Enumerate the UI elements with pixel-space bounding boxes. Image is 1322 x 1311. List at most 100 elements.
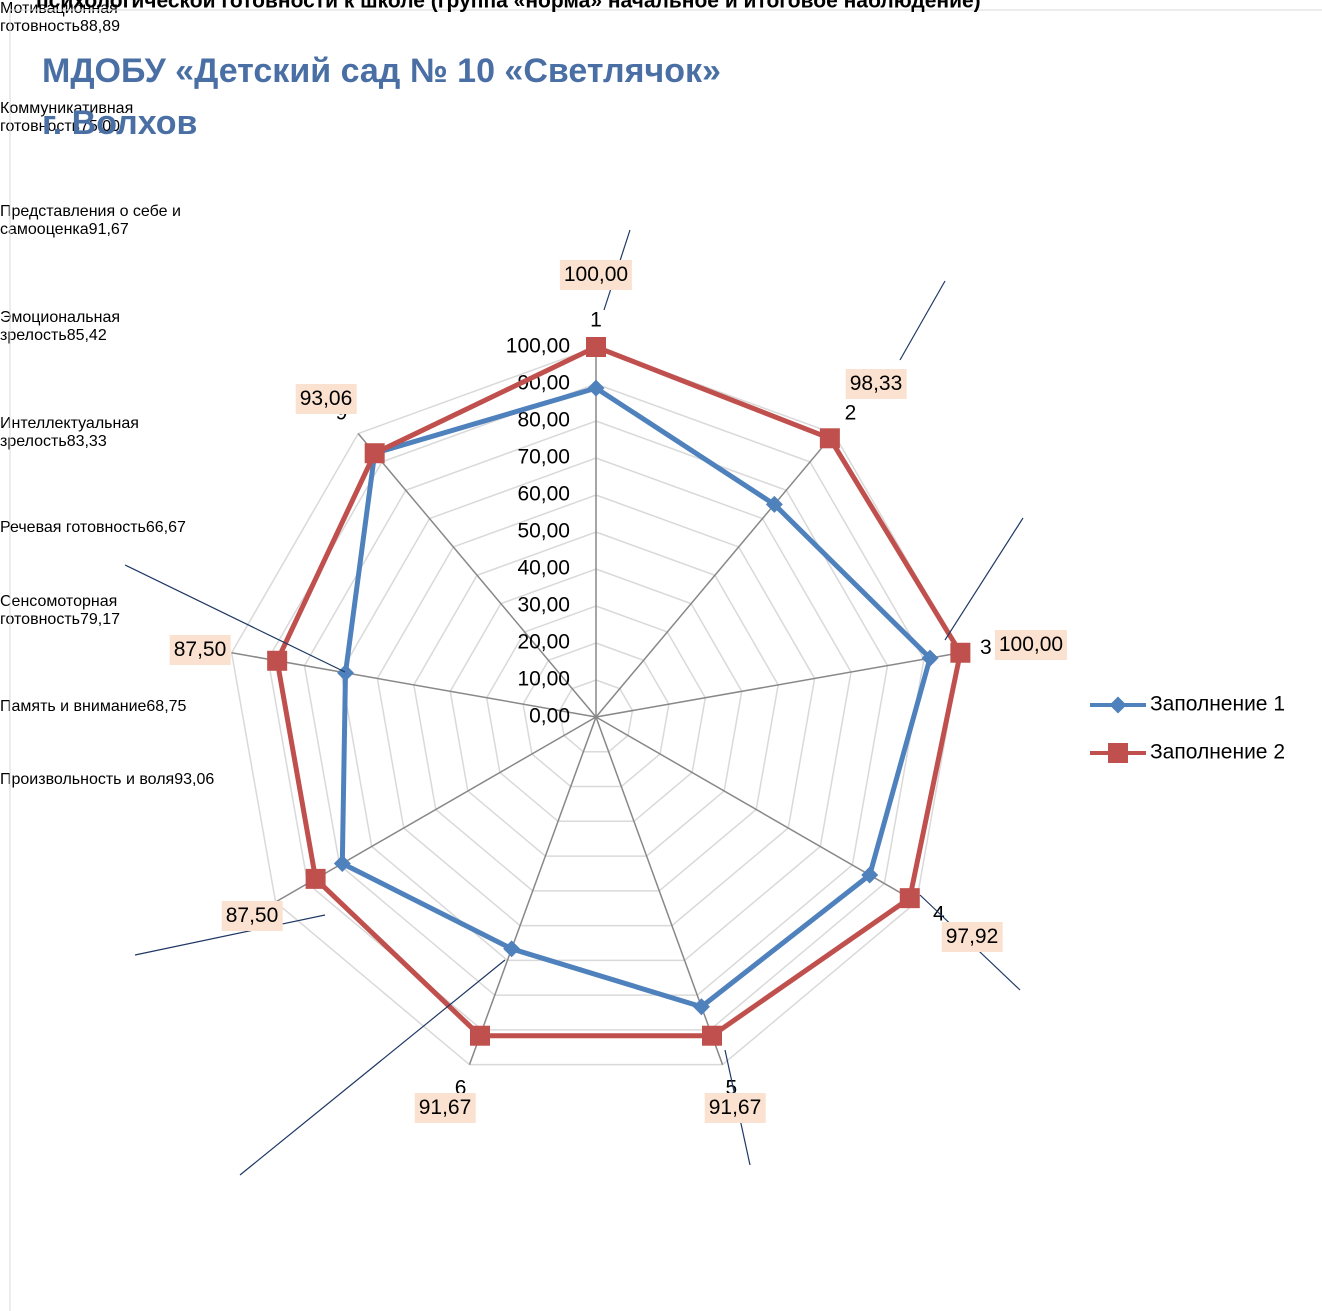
marker [950,642,971,663]
category-label: 1 [590,309,602,332]
callout: Представления о себе и самооценка91,67 [0,203,231,309]
data-label: 88,89 [79,18,121,35]
marker [899,888,920,909]
callout: Произвольность и воля93,06 [0,771,219,873]
leader-line [134,914,326,956]
spoke [595,433,835,718]
marker [337,664,354,682]
data-label: 68,75 [146,698,187,715]
legend-label: Заполнение 1 [1150,693,1285,716]
legend-label: Заполнение 2 [1150,741,1285,764]
callout-name: Речевая готовность [0,519,146,536]
leader-line [944,517,1024,641]
spoke [231,652,597,718]
y-tick-label: 100,00 [506,335,570,358]
callout-name: Представления о себе и самооценка [0,203,181,238]
data-label: 91,67 [88,221,129,238]
spoke [595,652,961,718]
marker [702,1025,723,1046]
callout: Интеллектуальная зрелость83,33 [0,415,226,519]
data-label: 87,50 [169,635,231,665]
grid-line [485,605,707,823]
spoke [357,433,597,718]
chart-title: МДОБУ «Детский сад № 10 «Светлячок» [42,52,721,90]
marker [765,495,783,513]
leader-line [239,959,506,1176]
data-label: 85,42 [66,327,107,344]
data-label: 87,50 [221,901,283,931]
data-label: 97,92 [941,922,1003,952]
marker [861,866,879,884]
grid-line [230,346,962,1066]
grid-line [558,679,634,753]
y-tick-label: 60,00 [517,483,570,506]
data-label: 91,67 [414,1093,476,1123]
grid-line [376,494,816,927]
data-label: 93,06 [174,771,215,788]
category-label: 3 [980,636,992,659]
marker [586,337,606,357]
marker [819,428,840,449]
data-label: 79,17 [79,611,121,628]
grid-line [303,420,889,996]
data-label: 100,00 [994,630,1068,660]
data-label: 75,00 [79,118,121,135]
marker [587,379,605,397]
y-tick-label: 50,00 [517,520,570,543]
y-tick-label: 70,00 [517,446,570,469]
grid-line [413,531,779,892]
marker [469,1025,490,1046]
series-line [339,385,933,1010]
y-tick-label: 80,00 [517,409,570,432]
chart-border [9,9,1322,1311]
grid-line [449,568,743,857]
y-tick-label: 40,00 [517,557,570,580]
legend-marker [1109,696,1127,714]
marker [333,854,351,872]
data-label: 93,06 [295,384,357,414]
callout-name: Сенсомоторная готовность [0,593,118,628]
series-line [274,344,963,1039]
marker [305,868,326,889]
grid-line [522,642,670,788]
y-tick-label: 30,00 [517,594,570,617]
callout: Эмоциональная зрелость85,42 [0,309,199,415]
callout-name: Коммуникативная готовность [0,100,134,135]
callout-name: Эмоциональная зрелость [0,309,121,344]
y-tick-label: 0,00 [529,705,570,728]
category-label: 4 [933,902,945,925]
spoke [468,716,597,1065]
data-label: 83,33 [66,433,107,450]
callout: Речевая готовность66,67 [0,519,235,593]
callout-name: Произвольность и воля [0,771,175,788]
chart-subtitle: г. Волхов [42,104,197,142]
header: психологической готовности к школе (груп… [36,0,981,13]
spoke [595,716,917,903]
marker [364,443,385,464]
callout: Память и внимание68,75 [0,698,243,771]
y-tick-label: 10,00 [517,668,570,691]
marker [267,650,288,671]
callout: Мотивационная готовность88,89 [0,0,200,100]
category-label: 6 [455,1077,467,1100]
leader-line [899,280,946,361]
callout: Коммуникативная готовность75,00 [0,100,223,203]
leader-line [124,564,346,673]
legend-marker [1108,743,1128,763]
callout-name: Интеллектуальная зрелость [0,415,139,450]
data-label: 100,00 [559,260,633,290]
grid-line [340,457,852,962]
data-label: 91,67 [704,1093,766,1123]
y-tick-label: 20,00 [517,631,570,654]
data-label: 98,33 [845,369,907,399]
marker [921,649,939,667]
data-label: 66,67 [145,519,186,536]
callout-name: Память и внимание [0,698,147,715]
spoke [275,716,597,903]
category-label: 2 [845,401,857,424]
marker [692,998,710,1016]
marker [503,940,521,958]
callout-name: Мотивационная готовность [0,0,118,35]
